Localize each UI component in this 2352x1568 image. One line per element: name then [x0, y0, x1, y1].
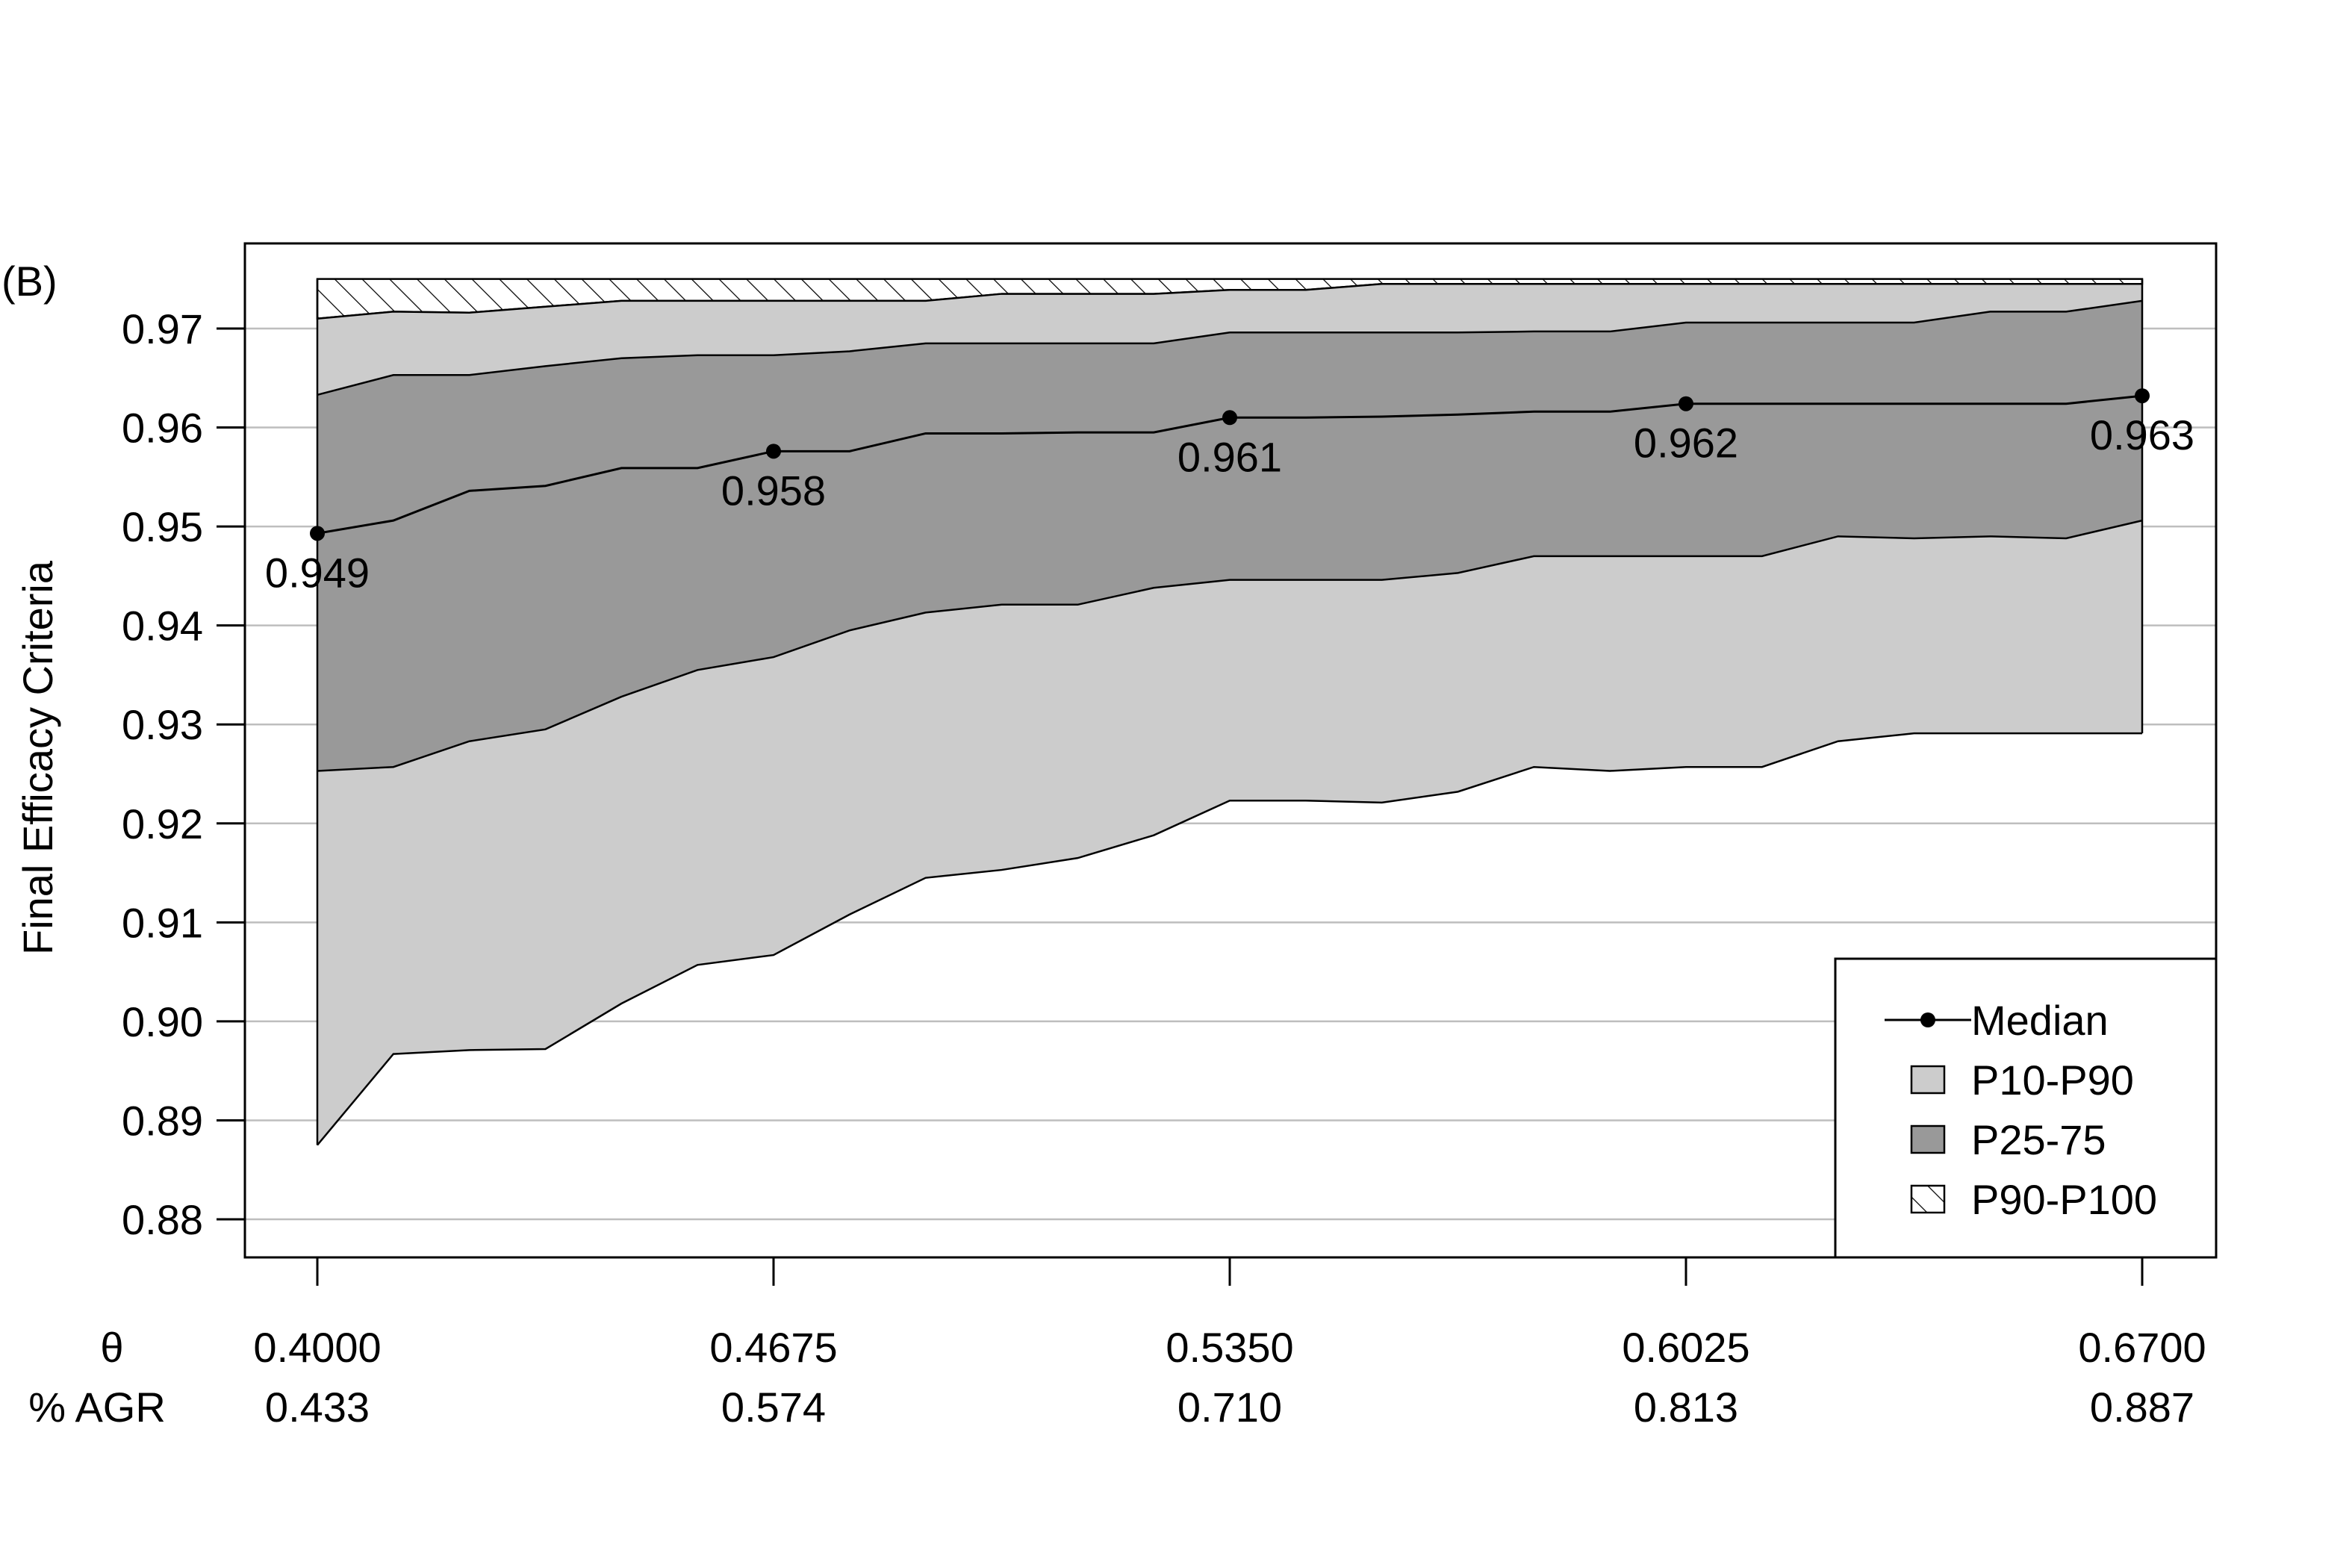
y-tick-label: 0.91 [122, 899, 203, 946]
legend-entry-label: P90-P100 [1971, 1176, 2157, 1223]
y-tick-label: 0.93 [122, 701, 203, 748]
y-tick-label: 0.90 [122, 998, 203, 1045]
x-tick-label-agr: 0.813 [1634, 1384, 1738, 1431]
bands [316, 278, 2144, 1146]
legend-swatch [1910, 1124, 1946, 1154]
band-edge-line [317, 732, 2142, 1146]
band-edge-line [317, 283, 2142, 320]
median-point-label: 0.963 [2090, 411, 2194, 458]
y-tick-label: 0.96 [122, 405, 203, 452]
median-point-label: 0.958 [721, 467, 826, 514]
legend-swatch [1910, 1065, 1946, 1095]
median-point [2135, 388, 2150, 404]
legend-swatch [1910, 1184, 1946, 1214]
x-row-label-theta: θ [100, 1324, 123, 1371]
legend-entry-label: Median [1971, 997, 2109, 1044]
legend-entry-label: P10-P90 [1971, 1057, 2134, 1104]
median-point-label: 0.962 [1634, 420, 1738, 467]
median-point-label: 0.949 [265, 549, 370, 596]
y-tick-label: 0.94 [122, 603, 203, 650]
y-tick-label: 0.89 [122, 1097, 203, 1144]
x-tick-label-theta: 0.6700 [2078, 1324, 2206, 1371]
band-p25-75 [317, 300, 2142, 771]
y-tick-label: 0.95 [122, 503, 203, 550]
x-row-label-agr: % AGR [28, 1384, 166, 1431]
y-tick-label: 0.92 [122, 800, 203, 847]
median-point [766, 444, 781, 459]
median-point [310, 526, 325, 541]
x-tick-label-agr: 0.710 [1177, 1384, 1282, 1431]
x-tick-label-theta: 0.4675 [709, 1324, 837, 1371]
x-tick-label-theta: 0.6025 [1622, 1324, 1749, 1371]
y-tick-label: 0.88 [122, 1196, 203, 1243]
x-tick-label-agr: 0.574 [721, 1384, 826, 1431]
x-tick-label-theta: 0.4000 [253, 1324, 381, 1371]
x-tick-label-theta: 0.5350 [1166, 1324, 1293, 1371]
legend: Median P10-P90 P25-75 P90-P100 [1834, 957, 2218, 1259]
band-edge-line [317, 299, 2143, 396]
y-axis-label: Final Efficacy Criteria [14, 560, 61, 955]
legend-entry-label: P25-75 [1971, 1116, 2106, 1163]
legend-median-point [1920, 1012, 1935, 1027]
y-tick-label: 0.97 [122, 305, 203, 352]
median-point-label: 0.961 [1177, 433, 1282, 480]
panel-label: (B) [1, 258, 57, 305]
median-series: 0.949 0.958 0.961 0.962 0.963 [265, 388, 2194, 596]
legend-box [1834, 957, 2218, 1259]
band-edge-line [317, 519, 2143, 772]
median-point [1679, 396, 1693, 411]
x-tick-label-agr: 0.433 [265, 1384, 370, 1431]
x-tick-label-agr: 0.887 [2090, 1384, 2194, 1431]
median-point [1222, 410, 1237, 426]
